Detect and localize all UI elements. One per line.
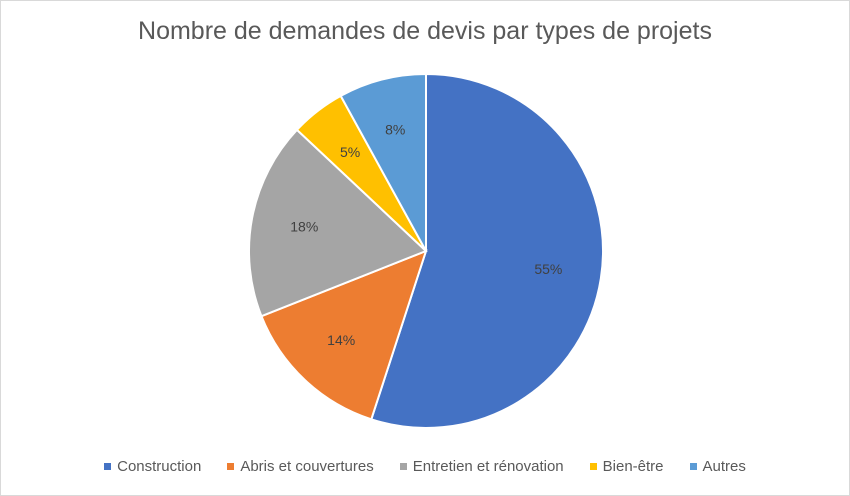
legend-swatch xyxy=(227,463,235,470)
data-label-construction: 55% xyxy=(534,261,562,277)
legend-label: Abris et couvertures xyxy=(240,458,374,475)
legend-item-bien-etre: Bien-être xyxy=(589,458,664,475)
legend-item-entretien-et-renovation: Entretien et rénovation xyxy=(399,458,564,475)
legend-label: Bien-être xyxy=(602,458,664,475)
legend-item-construction: Construction xyxy=(104,458,201,475)
legend-swatch xyxy=(689,463,697,470)
pie-slice-abris-et-couvertures xyxy=(260,249,428,421)
legend-label: Construction xyxy=(117,458,202,475)
data-label-entretien-et-renovation: 18% xyxy=(290,218,318,234)
legend-swatch xyxy=(104,463,112,470)
legend-label: Entretien et rénovation xyxy=(412,458,564,475)
data-label-bien-etre: 5% xyxy=(340,144,360,160)
pie-slice-construction xyxy=(370,72,604,429)
legend-swatch xyxy=(589,463,597,470)
legend-label: Autres xyxy=(702,458,746,475)
legend-swatch xyxy=(399,463,407,470)
data-label-abris-et-couvertures: 14% xyxy=(327,332,355,348)
chart-title: Nombre de demandes de devis par types de… xyxy=(138,17,712,45)
pie-slice-entretien-et-renovation xyxy=(248,128,428,318)
data-label-autres: 8% xyxy=(385,122,405,138)
pie-slice-autres xyxy=(339,72,427,252)
legend-item-autres: Autres xyxy=(689,458,746,475)
legend-item-abris-et-couvertures: Abris et couvertures xyxy=(227,458,374,475)
legend: Construction Abris et couvertures Entretie… xyxy=(1,458,849,475)
